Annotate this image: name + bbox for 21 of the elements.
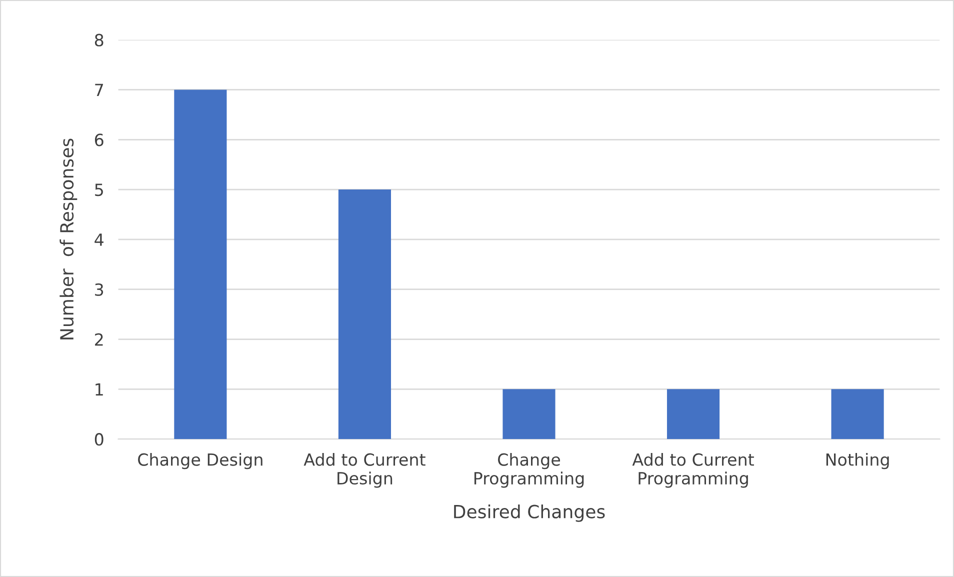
bar bbox=[174, 90, 227, 440]
bar bbox=[502, 389, 556, 440]
x-tick-label: Change Programming bbox=[474, 452, 584, 488]
y-tick-label: 6 bbox=[94, 134, 104, 146]
bar bbox=[831, 389, 884, 440]
x-tick-label: Add to Current Design bbox=[304, 452, 426, 488]
y-tick-label: 8 bbox=[94, 34, 104, 46]
y-tick-label: 3 bbox=[95, 283, 104, 296]
bar bbox=[338, 190, 391, 440]
y-tick-label: 1 bbox=[96, 383, 103, 396]
y-tick-label: 0 bbox=[94, 433, 104, 446]
x-tick-label: Add to Current Programming bbox=[632, 452, 754, 488]
y-axis-title: Number of Responses bbox=[60, 138, 78, 340]
x-tick-label: Change Design bbox=[138, 452, 262, 470]
y-tick-label: 4 bbox=[94, 234, 104, 246]
y-tick-label: 7 bbox=[95, 84, 103, 96]
x-axis-title: Desired Changes bbox=[454, 504, 605, 522]
x-tick-label: Nothing bbox=[826, 452, 889, 470]
bar bbox=[666, 389, 720, 440]
y-tick-label: 5 bbox=[95, 184, 103, 196]
y-tick-label: 2 bbox=[95, 333, 103, 346]
